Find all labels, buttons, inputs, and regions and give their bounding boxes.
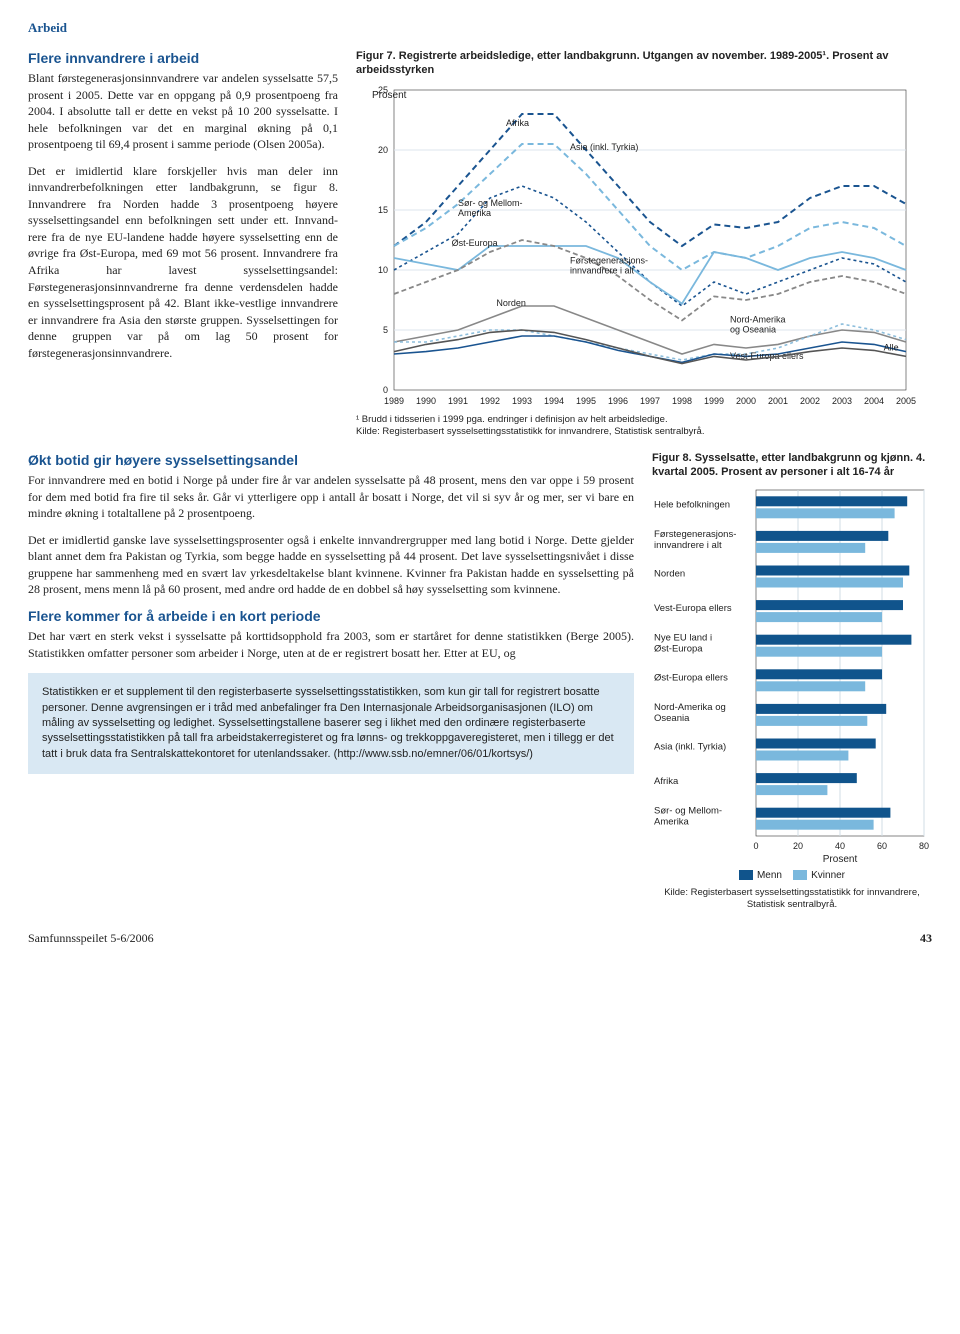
legend-label-menn: Menn [757, 870, 782, 881]
svg-text:10: 10 [378, 265, 388, 275]
svg-text:Sør- og Mellom-: Sør- og Mellom- [458, 198, 523, 208]
figure-8-footnote: Kilde: Registerbasert sysselsettingsstat… [652, 887, 932, 912]
section-2-para-1: For innvandrere med en botid i Norge på … [28, 472, 634, 522]
section-2-para-2: Det er imidlertid ganske lave sysselsett… [28, 532, 634, 598]
svg-text:Norden: Norden [654, 568, 685, 579]
svg-text:og Oseania: og Oseania [730, 324, 776, 334]
svg-text:Nord-Amerika og: Nord-Amerika og [654, 702, 726, 713]
figure-7-chart: 0510152025Prosent19891990199119921993199… [356, 84, 916, 414]
svg-text:2002: 2002 [800, 396, 820, 406]
mid-zone: Økt botid gir høyere sysselsettingsandel… [28, 452, 932, 911]
legend-swatch-menn [739, 870, 753, 880]
svg-text:Førstegenerasjons-: Førstegenerasjons- [654, 529, 736, 540]
svg-text:60: 60 [877, 841, 887, 851]
svg-text:Øst-Europa ellers: Øst-Europa ellers [654, 672, 728, 683]
svg-text:Nord-Amerika: Nord-Amerika [730, 314, 786, 324]
svg-text:Prosent: Prosent [823, 854, 858, 865]
footer-page-number: 43 [920, 931, 932, 946]
svg-text:innvandrere i alt: innvandrere i alt [570, 265, 635, 275]
mid-left-text: Økt botid gir høyere sysselsettingsandel… [28, 452, 634, 911]
svg-text:Asia (inkl. Tyrkia): Asia (inkl. Tyrkia) [570, 142, 638, 152]
svg-text:Øst-Europa: Øst-Europa [654, 643, 703, 654]
info-box: Statistikken er et supplement til den re… [28, 673, 634, 774]
footer-left: Samfunnsspeilet 5-6/2006 [28, 931, 154, 946]
svg-text:1993: 1993 [512, 396, 532, 406]
svg-text:Øst-Europa: Øst-Europa [452, 238, 498, 248]
figure-7: Figur 7. Registrerte arbeidsledige, ette… [356, 50, 932, 438]
svg-text:1996: 1996 [608, 396, 628, 406]
page-footer: Samfunnsspeilet 5-6/2006 43 [28, 931, 932, 946]
svg-text:Amerika: Amerika [654, 816, 690, 827]
section-2-title: Økt botid gir høyere sysselsettingsandel [28, 452, 634, 468]
figure-7-footnote-1: ¹ Brudd i tidsserien i 1999 pga. endring… [356, 414, 932, 426]
svg-text:1998: 1998 [672, 396, 692, 406]
figure-8-title: Figur 8. Sysselsatte, etter landbakgrunn… [652, 452, 932, 480]
svg-text:Amerika: Amerika [458, 208, 491, 218]
svg-text:40: 40 [835, 841, 845, 851]
figure-8-legend: Menn Kvinner [652, 870, 932, 881]
main-grid: Flere innvandrere i arbeid Blant førsteg… [28, 50, 932, 446]
svg-text:15: 15 [378, 205, 388, 215]
svg-text:Prosent: Prosent [372, 90, 407, 101]
svg-text:Vest-Europa ellers: Vest-Europa ellers [654, 603, 732, 614]
page-header: Arbeid [28, 20, 932, 36]
svg-text:20: 20 [378, 145, 388, 155]
svg-text:innvandrere i alt: innvandrere i alt [654, 540, 722, 551]
section-3-para-1: Det har vært en sterk vekst i sysselsatt… [28, 628, 634, 661]
svg-text:2003: 2003 [832, 396, 852, 406]
svg-text:2005: 2005 [896, 396, 916, 406]
left-column: Flere innvandrere i arbeid Blant førsteg… [28, 50, 338, 446]
svg-text:80: 80 [919, 841, 929, 851]
svg-text:Alle: Alle [884, 342, 899, 352]
svg-text:2004: 2004 [864, 396, 884, 406]
section-1-para-2: Det er imidlertid klare forskjeller hvis… [28, 163, 338, 362]
svg-text:Førstegenerasjons-: Førstegenerasjons- [570, 255, 648, 265]
svg-text:Afrika: Afrika [654, 776, 679, 787]
svg-text:1994: 1994 [544, 396, 564, 406]
svg-text:Nye EU land i: Nye EU land i [654, 632, 712, 643]
svg-text:Norden: Norden [496, 298, 526, 308]
figure-7-column: Figur 7. Registrerte arbeidsledige, ette… [356, 50, 932, 446]
svg-text:20: 20 [793, 841, 803, 851]
figure-8-chart: 0 20 40 60 80 Prosent Hele befolkningen Førsteg… [652, 486, 932, 866]
svg-text:1991: 1991 [448, 396, 468, 406]
svg-text:Asia (inkl. Tyrkia): Asia (inkl. Tyrkia) [654, 741, 726, 752]
legend-label-kvinner: Kvinner [811, 870, 845, 881]
section-1-title: Flere innvandrere i arbeid [28, 50, 338, 66]
figure-7-footnote-2: Kilde: Registerbasert sysselsettingsstat… [356, 426, 932, 438]
svg-text:Hele befolkningen: Hele befolkningen [654, 499, 730, 510]
svg-text:Sør- og Mellom-: Sør- og Mellom- [654, 805, 722, 816]
svg-text:1990: 1990 [416, 396, 436, 406]
svg-text:1992: 1992 [480, 396, 500, 406]
svg-text:1995: 1995 [576, 396, 596, 406]
section-1-para-1: Blant førstegenerasjonsinnvandrere var a… [28, 70, 338, 153]
svg-text:1999: 1999 [704, 396, 724, 406]
svg-text:Afrika: Afrika [506, 118, 529, 128]
svg-text:Oseania: Oseania [654, 713, 690, 724]
section-3-title: Flere kommer for å arbeide i en kort per… [28, 608, 634, 624]
figure-7-title: Figur 7. Registrerte arbeidsledige, ette… [356, 50, 932, 78]
svg-text:1989: 1989 [384, 396, 404, 406]
figure-8: Figur 8. Sysselsatte, etter landbakgrunn… [652, 452, 932, 911]
svg-text:0: 0 [383, 385, 388, 395]
svg-text:2001: 2001 [768, 396, 788, 406]
legend-swatch-kvinner [793, 870, 807, 880]
svg-text:1997: 1997 [640, 396, 660, 406]
svg-text:5: 5 [383, 325, 388, 335]
svg-text:0: 0 [753, 841, 758, 851]
svg-text:2000: 2000 [736, 396, 756, 406]
